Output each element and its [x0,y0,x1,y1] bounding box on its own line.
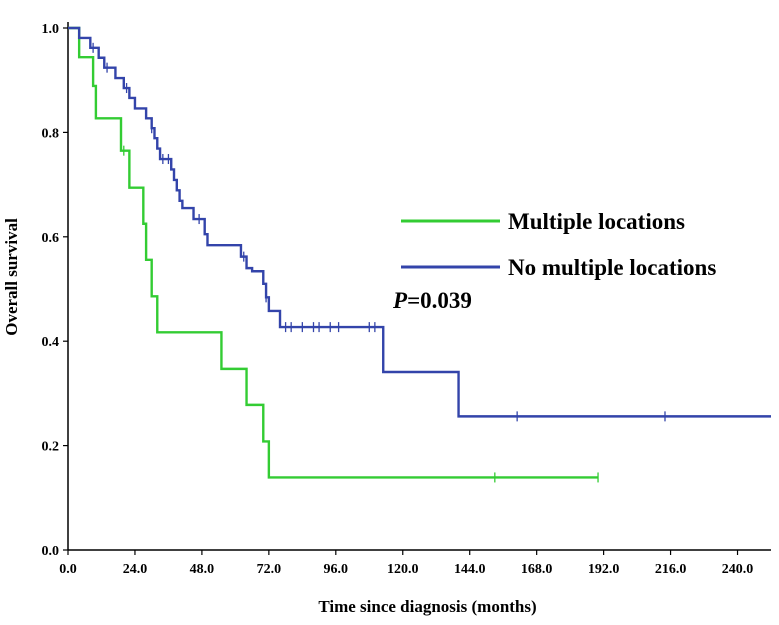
legend-label-no-multiple-locations: No multiple locations [508,255,716,280]
y-tick-label: 0.4 [42,335,60,350]
p-value-letter: P [392,288,408,313]
axes [67,22,771,551]
x-tick-label: 48.0 [190,562,215,577]
y-ticks: 0.0 0.2 0.4 0.6 0.8 1.0 [42,22,68,559]
x-tick-label: 192.0 [588,562,620,577]
x-tick-label: 168.0 [521,562,553,577]
p-value-annotation: P=0.039 [392,288,472,313]
y-axis-title: Overall survival [2,218,21,336]
x-ticks: 0.0 24.0 48.0 72.0 96.0 120.0 144.0 168.0 192.0 2… [59,550,753,577]
y-tick-label: 0.8 [42,126,60,141]
y-tick-label: 0.0 [42,544,60,559]
x-tick-label: 120.0 [387,562,419,577]
x-tick-label: 96.0 [324,562,349,577]
x-tick-label: 240.0 [722,562,754,577]
x-axis-title: Time since diagnosis (months) [318,597,536,616]
x-tick-label: 216.0 [655,562,687,577]
series-layer [68,26,771,483]
x-tick-label: 72.0 [257,562,282,577]
series-line-multiple-locations [68,26,599,479]
p-value-number: =0.039 [407,288,472,313]
series-line-no-multiple-locations [68,26,771,418]
legend-label-multiple-locations: Multiple locations [508,209,685,234]
x-tick-label: 144.0 [454,562,486,577]
y-tick-label: 1.0 [42,22,60,37]
x-tick-label: 24.0 [123,562,148,577]
y-tick-label: 0.2 [42,440,60,455]
y-tick-label: 0.6 [42,231,60,246]
x-tick-label: 0.0 [59,562,77,577]
legend: Multiple locations No multiple locations [401,209,716,280]
